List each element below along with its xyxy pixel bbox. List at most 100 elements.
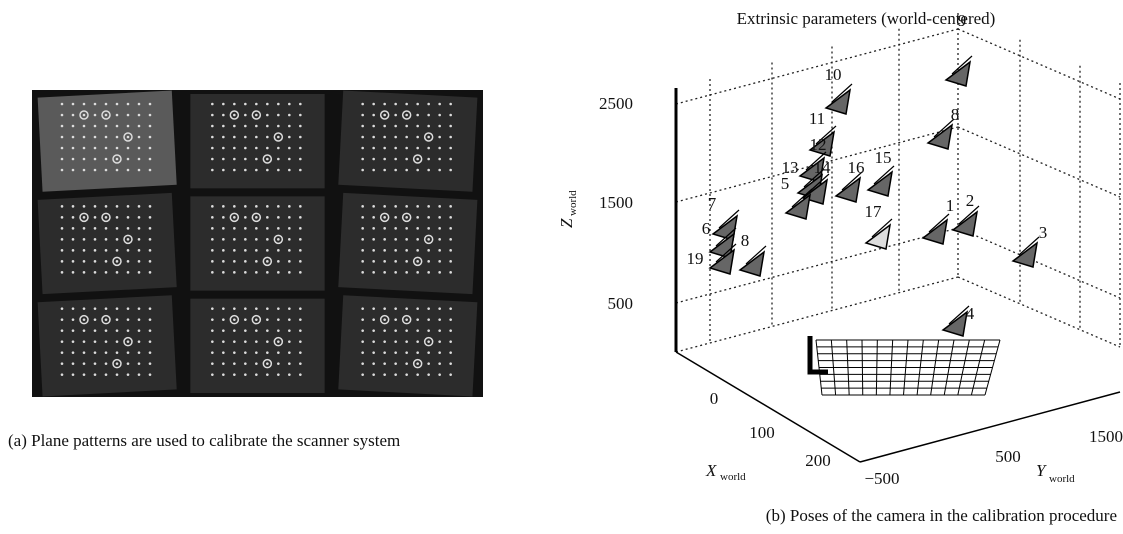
pattern-dot xyxy=(449,114,452,117)
pattern-dot xyxy=(116,340,119,343)
pattern-dot xyxy=(94,169,97,172)
pattern-dot xyxy=(372,169,375,172)
pattern-dot xyxy=(244,260,247,263)
pattern-dot xyxy=(416,227,419,230)
pattern-dot xyxy=(449,307,452,310)
pattern-dot xyxy=(105,260,108,263)
pattern-dot xyxy=(288,351,291,354)
pattern-dot xyxy=(244,136,247,139)
pattern-dot xyxy=(149,329,152,332)
pattern-dot xyxy=(361,205,364,208)
pattern-dot xyxy=(372,205,375,208)
camera-label: 14 xyxy=(814,158,832,177)
pattern-dot xyxy=(211,362,214,365)
pattern-dot xyxy=(83,158,86,161)
pattern-dot xyxy=(244,238,247,241)
pattern-dot xyxy=(72,249,75,252)
pattern-dot xyxy=(61,125,64,128)
pattern-dot xyxy=(222,169,225,172)
camera-pose xyxy=(786,195,810,219)
pattern-dot xyxy=(127,271,130,274)
pattern-dot xyxy=(255,205,258,208)
pattern-dot xyxy=(149,340,152,343)
pattern-dot xyxy=(266,271,269,274)
svg-text:world: world xyxy=(1049,473,1075,485)
pattern-dot xyxy=(438,373,441,376)
pattern-dot xyxy=(94,216,97,219)
pattern-dot xyxy=(116,205,119,208)
pattern-dot xyxy=(105,227,108,230)
pattern-dot xyxy=(127,227,130,230)
pattern-dot xyxy=(394,362,397,365)
pattern-dot xyxy=(222,125,225,128)
pattern-dot xyxy=(138,307,141,310)
z-tick-label: 2500 xyxy=(599,94,633,113)
pattern-dot xyxy=(383,103,386,106)
pattern-dot xyxy=(383,318,386,321)
pattern-dot xyxy=(127,340,130,343)
pattern-dot xyxy=(416,329,419,332)
pattern-dot xyxy=(116,158,119,161)
pattern-dot xyxy=(72,169,75,172)
caption-b: (b) Poses of the camera in the calibrati… xyxy=(766,506,1117,525)
pattern-dot xyxy=(299,205,302,208)
pattern-dot xyxy=(416,373,419,376)
pattern-dot xyxy=(361,373,364,376)
pattern-dot xyxy=(244,216,247,219)
pattern-dot xyxy=(427,260,430,263)
pattern-dot xyxy=(61,260,64,263)
pattern-dot xyxy=(277,238,280,241)
y-tick-label: 500 xyxy=(995,447,1021,466)
pattern-dot xyxy=(72,158,75,161)
pattern-dot xyxy=(394,136,397,139)
pattern-dot xyxy=(222,340,225,343)
pattern-dot xyxy=(61,238,64,241)
pattern-dot xyxy=(233,205,236,208)
pattern-dot xyxy=(427,216,430,219)
pattern-dot xyxy=(372,158,375,161)
pattern-dot xyxy=(244,114,247,117)
pattern-dot xyxy=(383,329,386,332)
pattern-dot xyxy=(299,340,302,343)
pattern-dot xyxy=(288,147,291,150)
camera-label: 1 xyxy=(946,196,955,215)
pattern-dot xyxy=(266,169,269,172)
pattern-dot xyxy=(438,125,441,128)
pattern-dot xyxy=(61,373,64,376)
pattern-dot xyxy=(394,351,397,354)
pattern-dot xyxy=(83,238,86,241)
pattern-dot xyxy=(299,216,302,219)
pattern-dot xyxy=(211,318,214,321)
pattern-dot xyxy=(127,103,130,106)
pattern-dot xyxy=(266,329,269,332)
pattern-dot xyxy=(361,114,364,117)
pattern-dot xyxy=(61,147,64,150)
pattern-dot xyxy=(277,362,280,365)
pattern-dot xyxy=(299,260,302,263)
pattern-dot xyxy=(222,318,225,321)
pattern-dot xyxy=(127,205,130,208)
pattern-dot xyxy=(83,205,86,208)
pattern-dot xyxy=(299,158,302,161)
pattern-dot xyxy=(222,362,225,365)
grid-line xyxy=(676,29,958,104)
pattern-dot xyxy=(255,340,258,343)
camera-label: 6 xyxy=(702,219,711,238)
pattern-dot xyxy=(233,362,236,365)
pattern-dot xyxy=(61,205,64,208)
pattern-dot xyxy=(288,103,291,106)
pattern-dot xyxy=(138,373,141,376)
pattern-dot xyxy=(405,318,408,321)
pattern-dot xyxy=(383,249,386,252)
pattern-dot xyxy=(427,318,430,321)
pattern-dot xyxy=(383,238,386,241)
pattern-dot xyxy=(416,340,419,343)
pattern-dot xyxy=(138,249,141,252)
pattern-dot xyxy=(244,271,247,274)
pattern-dot xyxy=(361,340,364,343)
pattern-dot xyxy=(288,271,291,274)
pattern-dot xyxy=(299,147,302,150)
pattern-dot xyxy=(383,205,386,208)
pattern-dot xyxy=(127,329,130,332)
pattern-dot xyxy=(266,158,269,161)
